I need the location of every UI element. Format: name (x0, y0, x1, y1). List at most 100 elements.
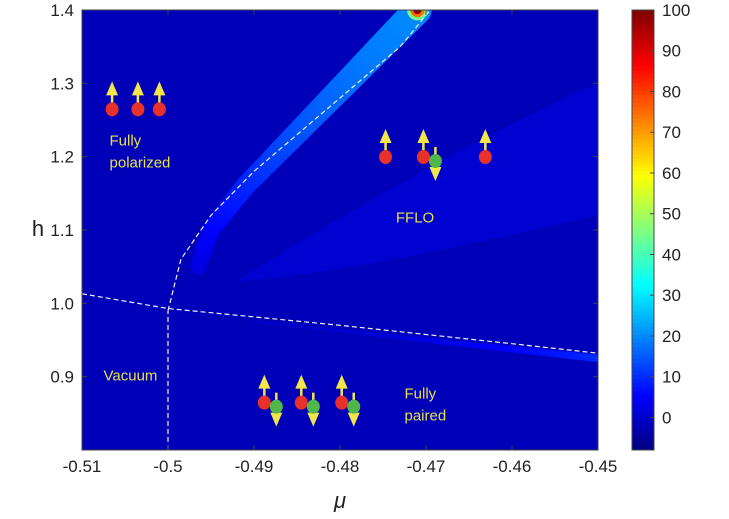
region-label: paired (405, 408, 447, 425)
spin-up-arrow-icon (153, 81, 166, 96)
particle-group-polarized (105, 81, 166, 117)
boundary-fflo-lower (82, 293, 598, 354)
colorbar-cell (632, 158, 654, 163)
spin-up-arrow-icon (106, 81, 119, 96)
colorbar-cell (632, 278, 654, 283)
colorbar-cell (632, 154, 654, 159)
colorbar-cell (632, 222, 654, 227)
colorbar-cell (632, 214, 654, 219)
y-axis: 0.9 1.0 1.1 1.2 1.3 1.4 (50, 1, 598, 387)
band-cell (252, 320, 256, 324)
colorbar-cell (632, 430, 654, 435)
colorbar-cell (632, 166, 654, 171)
colorbar-tick-label: 80 (662, 82, 681, 101)
colorbar-tick-label: 20 (662, 327, 681, 346)
region-labels: Fully polarized FFLO Vacuum Fully paired (104, 133, 447, 425)
colorbar-cell (632, 210, 654, 215)
spin-down-particle-icon (269, 399, 283, 414)
colorbar-cell (632, 394, 654, 399)
band-cell (352, 330, 357, 335)
colorbar-cell (632, 14, 654, 19)
band-cell (283, 323, 287, 327)
heatmap-ridge (190, 10, 432, 275)
colorbar-cell (632, 346, 654, 351)
colorbar-cell (632, 342, 654, 347)
band-cell (298, 324, 303, 329)
band-cell (386, 333, 392, 339)
colorbar-cell (632, 250, 654, 255)
particle-group-fflo-up-1 (379, 129, 393, 164)
spin-down-arrow-icon (307, 412, 320, 427)
band-cell (348, 329, 353, 335)
colorbar-cell (632, 38, 654, 43)
y-tick-label: 1.4 (50, 1, 74, 20)
colorbar-cell (632, 42, 654, 47)
colorbar-cell (632, 258, 654, 263)
spin-up-arrow-icon (335, 374, 348, 389)
band-cell (367, 331, 373, 337)
band-cell (271, 322, 275, 326)
band-cell (333, 328, 338, 333)
colorbar-cell (632, 306, 654, 311)
colorbar-cell (632, 22, 654, 27)
spin-up-arrow-icon (258, 374, 271, 389)
colorbar-cell (632, 86, 654, 91)
band-cell (398, 334, 404, 340)
particle-icons (105, 81, 492, 427)
band-cell (336, 328, 342, 333)
colorbar-cell (632, 138, 654, 143)
colorbar-cell (632, 438, 654, 443)
colorbar-cell (632, 170, 654, 175)
colorbar-cell (632, 106, 654, 111)
colorbar-cell (632, 26, 654, 31)
colorbar-cell (632, 386, 654, 391)
colorbar-cell (632, 238, 654, 243)
band-cell (279, 322, 283, 327)
colorbar-cell (632, 58, 654, 63)
spin-down-particle-icon (347, 399, 361, 414)
band-cell (260, 320, 264, 325)
band-cell (344, 329, 349, 334)
colorbar-cell (632, 70, 654, 75)
colorbar-cell (632, 358, 654, 363)
colorbar-cell (632, 270, 654, 275)
colorbar-cell (632, 442, 654, 447)
band-cell (390, 333, 396, 340)
band-cell (371, 332, 377, 337)
colorbar-cell (632, 290, 654, 295)
colorbar-cell (632, 294, 654, 299)
colorbar-cell (632, 150, 654, 155)
colorbar-cell (632, 182, 654, 187)
band-cell (409, 335, 416, 342)
colorbar-cell (632, 66, 654, 71)
spin-down-particle-icon (306, 399, 320, 414)
colorbar-cell (632, 334, 654, 339)
spin-up-particle-icon (105, 102, 119, 117)
x-axis-title: μ (333, 488, 346, 513)
colorbar-cell (632, 118, 654, 123)
band-cell (264, 321, 268, 325)
spin-up-particle-icon (152, 102, 166, 117)
colorbar-cell (632, 226, 654, 231)
phase-boundaries (82, 10, 598, 450)
y-tick-label: 1.2 (50, 148, 74, 167)
band-cell (313, 326, 318, 331)
spin-up-particle-icon (478, 150, 492, 164)
x-axis: -0.51 -0.5 -0.49 -0.48 -0.47 -0.46 -0.45 (63, 10, 618, 476)
colorbar-cell (632, 102, 654, 107)
x-tick-label: -0.45 (579, 457, 618, 476)
spin-up-arrow-icon (295, 374, 308, 389)
spin-down-particle-icon (428, 154, 442, 168)
lower-band (252, 320, 598, 363)
band-cell (294, 324, 299, 329)
colorbar-cell (632, 94, 654, 99)
colorbar-tick-label: 10 (662, 368, 681, 387)
colorbar-cell (632, 134, 654, 139)
colorbar-cell (632, 46, 654, 51)
spin-down-arrow-icon (270, 412, 283, 427)
colorbar-cell (632, 34, 654, 39)
colorbar-cell (632, 50, 654, 55)
colorbar-cell (632, 362, 654, 367)
x-tick-label: -0.47 (407, 457, 446, 476)
spin-up-particle-icon (335, 395, 349, 410)
